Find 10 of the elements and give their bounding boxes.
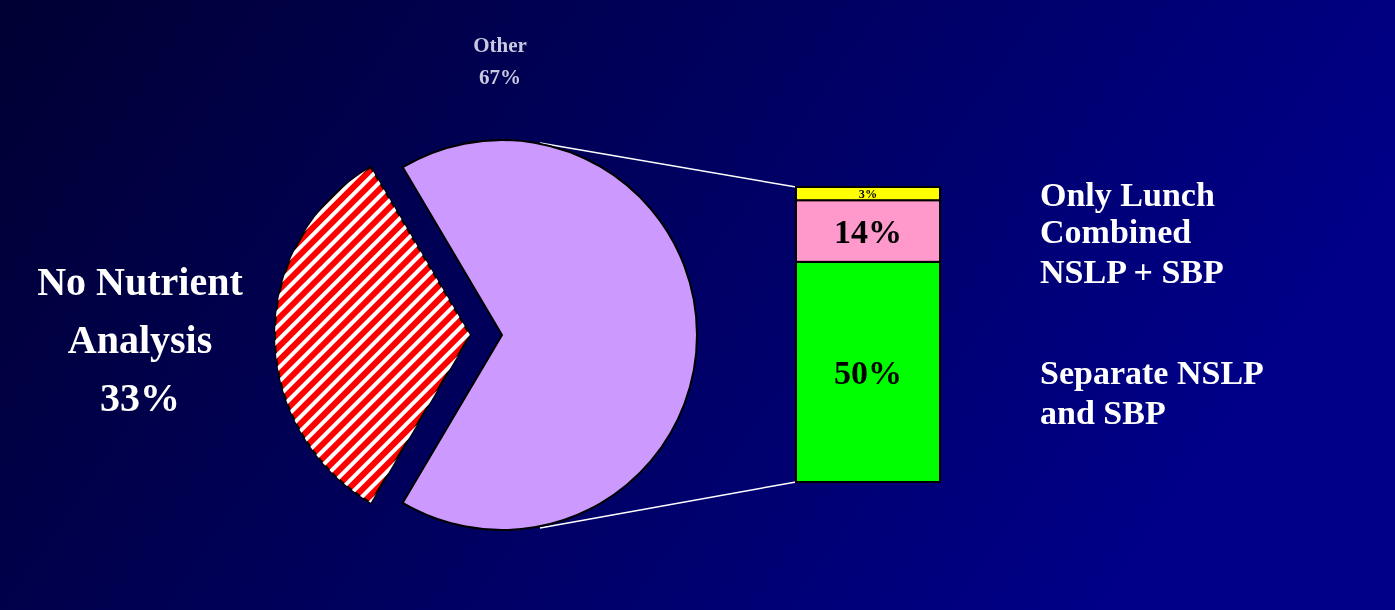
text: Combined NSLP + SBP xyxy=(1040,213,1224,291)
slice-label: No Nutrient Analysis xyxy=(37,259,244,362)
text: Only Lunch xyxy=(1040,175,1215,213)
data-label: 33% xyxy=(100,375,180,420)
slice-label: Other xyxy=(473,33,527,57)
data-label: 14% xyxy=(834,212,902,250)
text: Separate NSLP and SBP xyxy=(1040,353,1264,431)
data-label: 3% xyxy=(858,186,878,201)
data-label: 67% xyxy=(479,65,521,89)
data-label: 50% xyxy=(834,353,902,391)
